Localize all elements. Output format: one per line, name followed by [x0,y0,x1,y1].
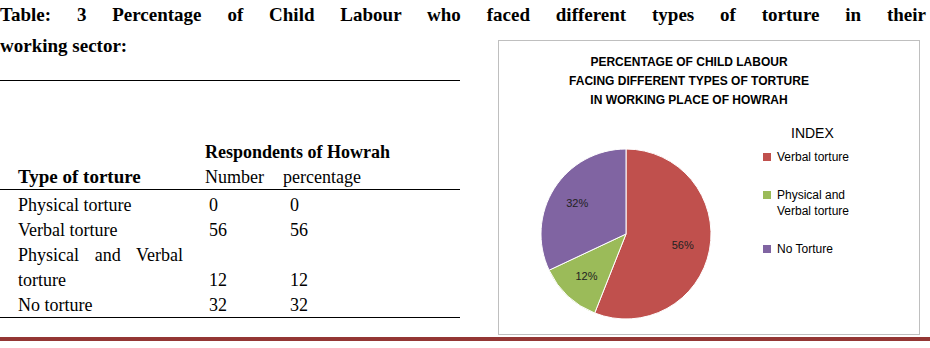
html-text:percentage: percentage [283,167,361,187]
html-text:0: 0 [290,195,299,215]
html-text:56: 56 [209,220,227,240]
html-text:32: 32 [290,295,308,315]
html-text:PERCENTAGE OF CHILD LABOUR: PERCENTAGE OF CHILD LABOUR [590,55,788,69]
svg-text:32%: 32% [566,197,588,209]
html-text:Physical and Verbal torture: Physical and Verbal torture [777,188,849,218]
html-text:Physical and Verbal torture: Physical and Verbal torture [18,245,183,290]
html-text:Respondents of Howrah: Respondents of Howrah [205,142,390,162]
html-text:12: 12 [290,270,308,290]
html-text:No torture: No torture [18,295,93,315]
svg-text:56%: 56% [672,239,694,251]
html-text:56: 56 [290,220,308,240]
html-text:working sector:: working sector: [0,35,128,56]
html-text:FACING DIFFERENT TYPES OF TORT: FACING DIFFERENT TYPES OF TORTURE [569,74,809,88]
html-text:IN WORKING PLACE OF HOWRAH: IN WORKING PLACE OF HOWRAH [590,93,788,107]
html-text:No Torture: No Torture [777,242,833,256]
html-text:INDEX: INDEX [791,125,834,141]
html-text:Type of torture: Type of torture [18,166,141,187]
html-text:Verbal torture: Verbal torture [777,150,849,164]
html-text:Physical torture: Physical torture [18,195,132,215]
html-text:Number: Number [205,167,264,187]
html-text:32: 32 [209,295,227,315]
html-text:Verbal torture: Verbal torture [18,220,118,240]
html-text:Table: 3 Percentage of Child L: Table: 3 Percentage of Child Labour who … [0,4,926,25]
html-text:12: 12 [209,270,227,290]
svg-text:12%: 12% [575,270,597,282]
html-text:0: 0 [209,195,218,215]
